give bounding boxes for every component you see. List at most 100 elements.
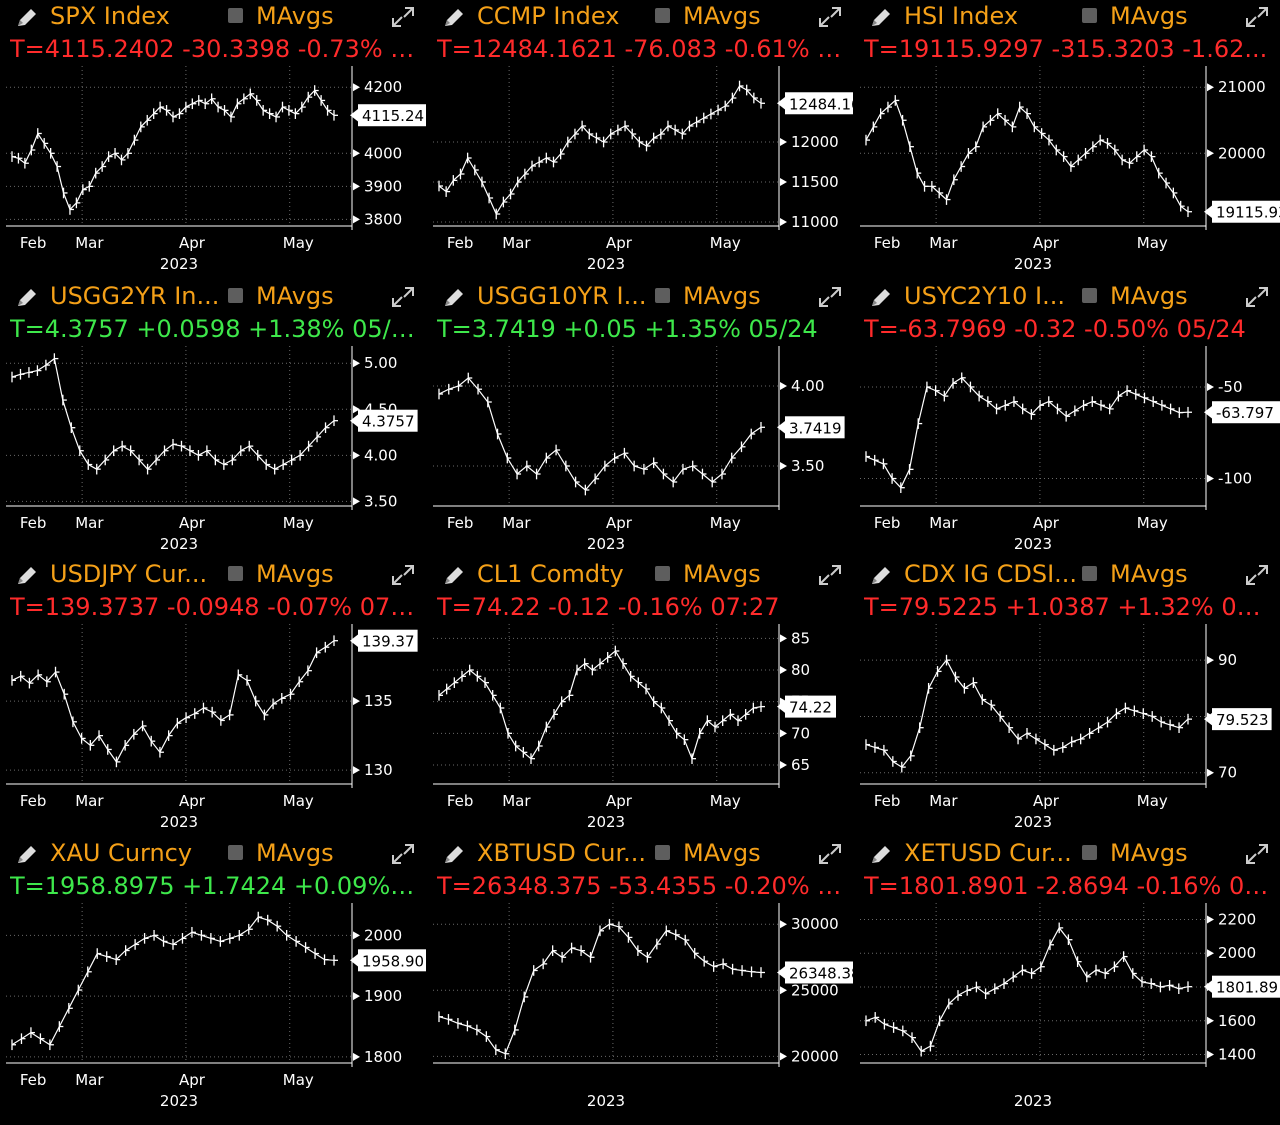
checkbox-icon[interactable] bbox=[655, 566, 670, 581]
ticker-title[interactable]: USDJPY Cur... bbox=[50, 560, 208, 588]
mavgs-label[interactable]: MAvgs bbox=[256, 839, 334, 867]
x-tick-label: Mar bbox=[502, 792, 531, 810]
checkbox-icon[interactable] bbox=[228, 566, 243, 581]
x-tick-label: Mar bbox=[929, 792, 958, 810]
x-year-label: 2023 bbox=[1014, 1092, 1052, 1110]
pencil-icon[interactable] bbox=[441, 286, 467, 310]
mavgs-label[interactable]: MAvgs bbox=[683, 282, 761, 310]
price-line bbox=[11, 89, 335, 211]
expand-arrows-icon[interactable] bbox=[817, 563, 843, 587]
quote-line: T=12484.1621 -76.083 -0.61% 0... bbox=[437, 35, 847, 63]
expand-arrows-icon[interactable] bbox=[1244, 563, 1270, 587]
y-tick-label: 4200 bbox=[364, 78, 402, 96]
pencil-icon[interactable] bbox=[868, 843, 894, 867]
checkbox-icon[interactable] bbox=[1082, 845, 1097, 860]
mavgs-label[interactable]: MAvgs bbox=[256, 560, 334, 588]
checkbox-icon[interactable] bbox=[655, 845, 670, 860]
mavgs-label[interactable]: MAvgs bbox=[1110, 282, 1188, 310]
mavgs-label[interactable]: MAvgs bbox=[1110, 560, 1188, 588]
ticker-title[interactable]: HSI Index bbox=[904, 2, 1019, 30]
expand-arrows-icon[interactable] bbox=[817, 285, 843, 309]
last-price-pointer bbox=[777, 965, 786, 980]
checkbox-icon[interactable] bbox=[1082, 566, 1097, 581]
checkbox-icon[interactable] bbox=[1082, 8, 1097, 23]
y-tick-marker bbox=[780, 634, 787, 643]
expand-arrows-icon[interactable] bbox=[1244, 285, 1270, 309]
pencil-icon[interactable] bbox=[868, 286, 894, 310]
checkbox-icon[interactable] bbox=[655, 8, 670, 23]
mavgs-label[interactable]: MAvgs bbox=[683, 2, 761, 30]
y-tick-marker bbox=[353, 83, 360, 92]
quote-line: T=4.3757 +0.0598 +1.38% 05/24 bbox=[10, 315, 420, 343]
x-tick-label: May bbox=[283, 234, 314, 252]
x-tick-label: Mar bbox=[75, 234, 104, 252]
y-tick-marker bbox=[1207, 1016, 1214, 1025]
mavgs-label[interactable]: MAvgs bbox=[683, 560, 761, 588]
ticker-title[interactable]: SPX Index bbox=[50, 2, 170, 30]
ticker-title[interactable]: CL1 Comdty bbox=[477, 560, 624, 588]
ticker-title[interactable]: USGG2YR In... bbox=[50, 282, 220, 310]
quote-line: T=3.7419 +0.05 +1.35% 05/24 bbox=[437, 315, 818, 343]
panel-header: USGG2YR In... MAvgs bbox=[0, 280, 426, 313]
x-tick-label: Mar bbox=[75, 514, 104, 532]
x-year-label: 2023 bbox=[587, 535, 625, 553]
ticker-title[interactable]: XAU Curncy bbox=[50, 839, 193, 867]
y-tick-label: 30000 bbox=[791, 915, 839, 933]
mavgs-label[interactable]: MAvgs bbox=[256, 2, 334, 30]
y-tick-label: 20000 bbox=[1218, 144, 1266, 162]
pencil-icon[interactable] bbox=[441, 843, 467, 867]
expand-arrows-icon[interactable] bbox=[390, 5, 416, 29]
checkbox-icon[interactable] bbox=[655, 288, 670, 303]
price-line bbox=[11, 357, 335, 471]
mavgs-label[interactable]: MAvgs bbox=[683, 839, 761, 867]
last-price-box bbox=[1212, 200, 1280, 223]
ticker-title[interactable]: XETUSD Cur... bbox=[904, 839, 1072, 867]
last-price-pointer bbox=[777, 699, 786, 714]
pencil-icon[interactable] bbox=[868, 6, 894, 30]
chart-panel-hsi: HSI Index MAvgs T=19115.9297 -315.3203 -1.… bbox=[854, 0, 1280, 279]
expand-arrows-icon[interactable] bbox=[390, 842, 416, 866]
mavgs-label[interactable]: MAvgs bbox=[256, 282, 334, 310]
last-price-box bbox=[785, 695, 836, 718]
x-tick-label: Mar bbox=[929, 234, 958, 252]
price-chart: 3800 3900 4000 4200 4115.24 Feb Mar Apr May 2023 bbox=[6, 66, 426, 273]
pencil-icon[interactable] bbox=[14, 286, 40, 310]
last-price-label: 74.22 bbox=[789, 699, 832, 717]
last-price-box bbox=[1212, 401, 1280, 424]
y-tick-marker bbox=[353, 992, 360, 1001]
expand-arrows-icon[interactable] bbox=[817, 5, 843, 29]
pencil-icon[interactable] bbox=[14, 6, 40, 30]
chart-panel-cl1: CL1 Comdty MAvgs T=74.22 -0.12 -0.16% 07:2… bbox=[427, 558, 853, 837]
pencil-icon[interactable] bbox=[14, 564, 40, 588]
checkbox-icon[interactable] bbox=[1082, 288, 1097, 303]
checkbox-icon[interactable] bbox=[228, 8, 243, 23]
price-chart: 130 135 139.37 Feb Mar Apr May 2023 bbox=[6, 624, 418, 831]
expand-arrows-icon[interactable] bbox=[1244, 5, 1270, 29]
y-tick-marker bbox=[353, 697, 360, 706]
ticker-title[interactable]: USYC2Y10 I... bbox=[904, 282, 1065, 310]
x-tick-label: Feb bbox=[874, 792, 901, 810]
checkbox-icon[interactable] bbox=[228, 845, 243, 860]
expand-arrows-icon[interactable] bbox=[390, 285, 416, 309]
x-tick-label: Apr bbox=[606, 234, 633, 252]
mavgs-label[interactable]: MAvgs bbox=[1110, 2, 1188, 30]
pencil-icon[interactable] bbox=[14, 843, 40, 867]
y-tick-marker bbox=[1207, 382, 1214, 391]
last-price-box bbox=[785, 92, 853, 115]
pencil-icon[interactable] bbox=[868, 564, 894, 588]
expand-arrows-icon[interactable] bbox=[390, 563, 416, 587]
ticker-title[interactable]: USGG10YR I... bbox=[477, 282, 647, 310]
ticker-title[interactable]: CCMP Index bbox=[477, 2, 620, 30]
pencil-icon[interactable] bbox=[441, 564, 467, 588]
checkbox-icon[interactable] bbox=[228, 288, 243, 303]
ticker-title[interactable]: CDX IG CDSI... bbox=[904, 560, 1078, 588]
expand-arrows-icon[interactable] bbox=[1244, 842, 1270, 866]
last-price-pointer bbox=[1204, 204, 1213, 219]
y-tick-label: 130 bbox=[364, 761, 393, 779]
ticker-title[interactable]: XBTUSD Cur... bbox=[477, 839, 646, 867]
mavgs-label[interactable]: MAvgs bbox=[1110, 839, 1188, 867]
expand-arrows-icon[interactable] bbox=[817, 842, 843, 866]
y-tick-label: 4000 bbox=[364, 144, 402, 162]
pencil-icon[interactable] bbox=[441, 6, 467, 30]
